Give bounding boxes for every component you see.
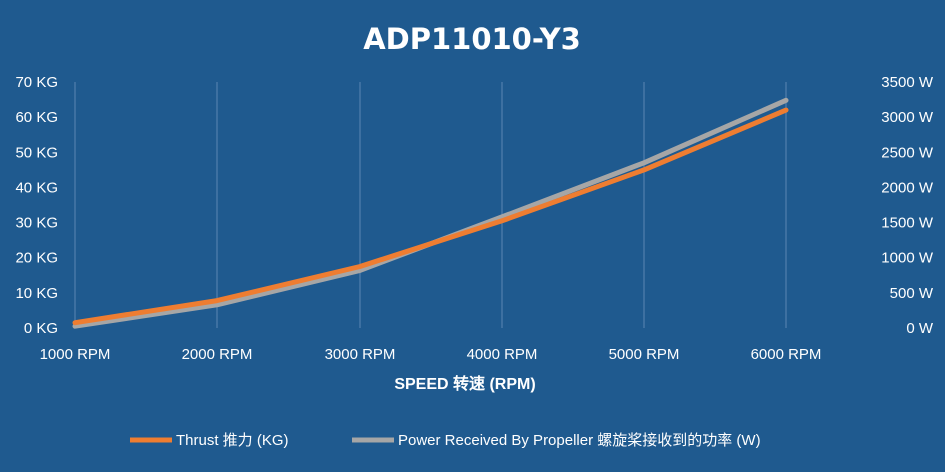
legend: Thrust 推力 (KG) Power Received By Propelle… [130,432,761,449]
y-left-tick-label: 40 KG [15,179,58,196]
grid [74,82,787,328]
legend-label: Power Received By Propeller 螺旋桨接收到的功率 (W… [398,432,761,449]
y-left-tick-label: 20 KG [15,250,58,267]
x-tick-label: 1000 RPM [40,346,111,363]
y-axis-left: 0 KG 10 KG 20 KG 30 KG 40 KG 50 KG 60 KG 70 KG [15,74,58,337]
chart-title: ADP11010-Y3 [363,22,581,56]
x-axis-title: SPEED 转速 (RPM) [394,374,535,393]
x-axis: 1000 RPM 2000 RPM 3000 RPM 4000 RPM 5000 RPM… [40,346,822,363]
y-right-tick-label: 3500 W [881,74,934,91]
series-line-thrust [72,107,789,326]
y-left-tick-label: 50 KG [15,144,58,161]
y-left-tick-label: 30 KG [15,215,58,232]
y-left-tick-label: 10 KG [15,285,58,302]
x-tick-label: 4000 RPM [467,346,538,363]
legend-label: Thrust 推力 (KG) [176,432,289,449]
x-tick-label: 2000 RPM [182,346,253,363]
y-right-tick-label: 500 W [890,285,934,302]
y-right-tick-label: 2500 W [881,144,934,161]
x-tick-label: 6000 RPM [751,346,822,363]
y-right-tick-label: 1500 W [881,215,934,232]
y-right-tick-label: 1000 W [881,250,934,267]
x-tick-label: 3000 RPM [325,346,396,363]
series-line-power [72,97,789,329]
y-left-tick-label: 70 KG [15,74,58,91]
y-left-tick-label: 60 KG [15,109,58,126]
y-right-tick-label: 2000 W [881,179,934,196]
x-tick-label: 5000 RPM [609,346,680,363]
y-axis-right: 0 W 500 W 1000 W 1500 W 2000 W 2500 W 3000 W 35… [881,74,934,337]
y-right-tick-label: 3000 W [881,109,934,126]
y-left-tick-label: 0 KG [24,320,58,337]
y-right-tick-label: 0 W [906,320,934,337]
series [72,97,789,329]
